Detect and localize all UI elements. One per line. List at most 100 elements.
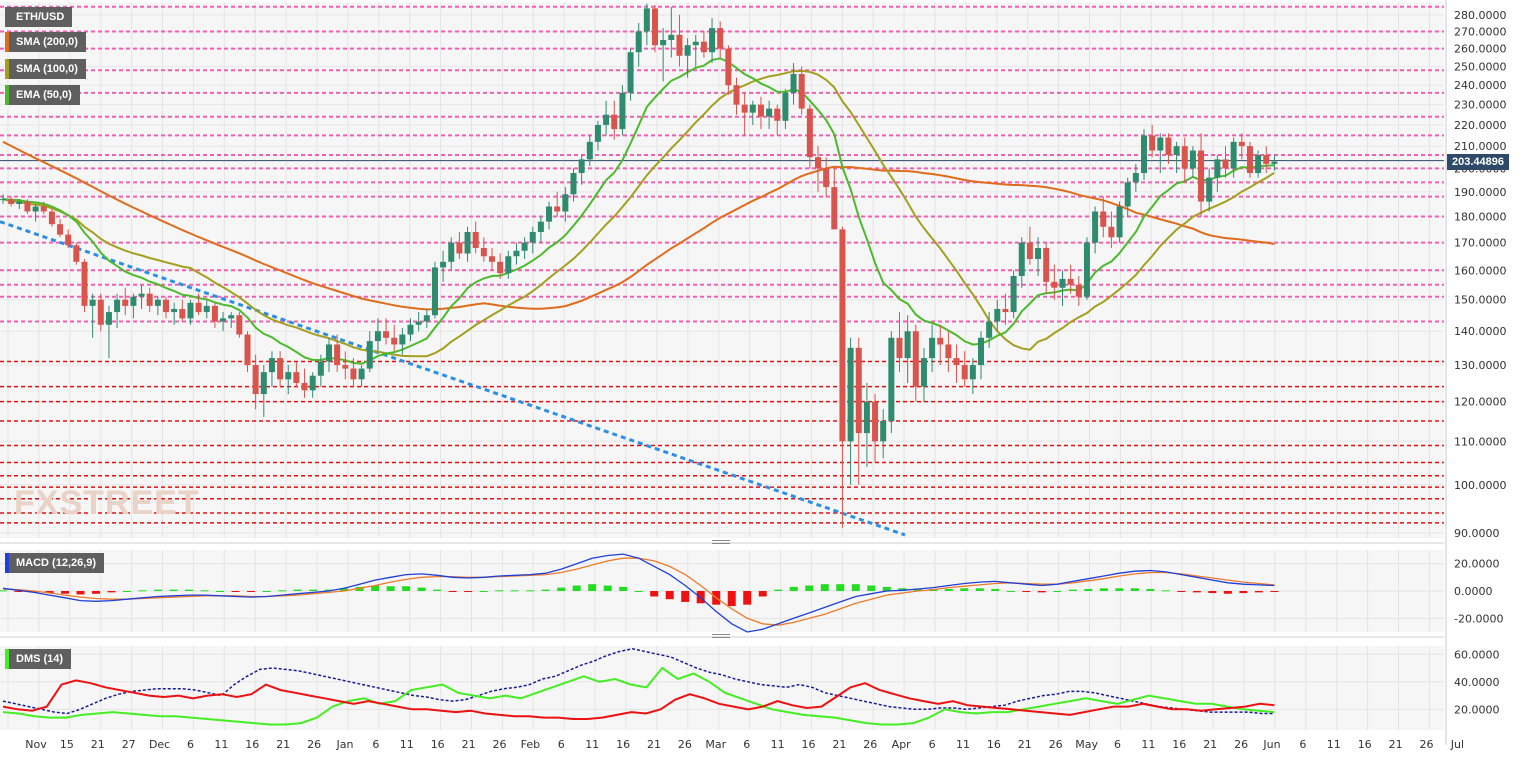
candle-body — [1181, 146, 1188, 169]
sma100-label[interactable]: SMA (100,0) — [5, 59, 86, 79]
candle-body — [489, 256, 495, 262]
candle-body — [643, 8, 650, 32]
candle-body — [684, 45, 691, 56]
x-tick-label: 21 — [832, 738, 846, 751]
candle-body — [1132, 173, 1139, 183]
candle-body — [611, 114, 618, 130]
dms-label[interactable]: DMS (14) — [5, 649, 72, 669]
macd-histogram-bar — [588, 584, 597, 591]
candle-body — [1206, 177, 1213, 202]
candle-body — [578, 159, 585, 174]
candle-body — [1035, 248, 1042, 260]
macd-histogram-bar — [510, 590, 519, 592]
last-price-tag: 203.44896 — [1447, 154, 1509, 170]
candle-body — [431, 267, 438, 316]
candle-body — [594, 124, 601, 142]
panel-resize-handle — [712, 637, 730, 638]
macd-histogram-bar — [216, 591, 225, 592]
candle-body — [0, 199, 6, 201]
macd-histogram-bar — [14, 591, 23, 592]
x-tick-label: 26 — [493, 738, 507, 751]
macd-histogram-bar — [324, 589, 333, 591]
ema50-label[interactable]: EMA (50,0) — [5, 85, 80, 105]
ema50-label-text: EMA (50,0) — [16, 89, 72, 101]
candle-body — [122, 299, 129, 306]
candle-body — [1222, 159, 1229, 169]
x-tick-label: 26 — [1234, 738, 1248, 751]
macd-histogram-bar — [479, 591, 488, 592]
candle-body — [277, 358, 284, 380]
candle-body — [1149, 135, 1156, 151]
candle-body — [1010, 276, 1017, 313]
macd-histogram-bar — [913, 588, 922, 591]
macd-histogram-bar — [293, 589, 302, 591]
x-tick-label: 16 — [1172, 738, 1186, 751]
candle-body — [505, 256, 512, 274]
candle-body — [1189, 150, 1196, 169]
panel-resize-handle — [712, 540, 730, 541]
candle-body — [839, 229, 846, 442]
candle-body — [236, 315, 243, 335]
candle-body — [154, 299, 161, 306]
candle-body — [252, 365, 259, 395]
candle-body — [969, 365, 976, 380]
candle-body — [961, 365, 968, 380]
candle-body — [16, 201, 23, 205]
candle-body — [1230, 141, 1237, 169]
x-tick-label: 16 — [616, 738, 630, 751]
macd-label[interactable]: MACD (12,26,9) — [5, 553, 105, 573]
x-tick-label: 6 — [929, 738, 936, 751]
candle-body — [904, 331, 911, 359]
macd-histogram-bar — [1115, 588, 1124, 591]
y-tick-label: 130.0000 — [1454, 359, 1507, 372]
x-tick-label: 11 — [956, 738, 970, 751]
candle-body — [1173, 146, 1180, 155]
macd-histogram-bar — [1084, 588, 1093, 591]
symbol-label[interactable]: ETH/USD — [5, 7, 73, 27]
x-tick-label: 16 — [431, 738, 445, 751]
macd-histogram-bar — [0, 590, 7, 592]
y-tick-label: 150.0000 — [1454, 294, 1507, 307]
macd-histogram-bar — [944, 588, 953, 591]
x-tick-label: Jan — [336, 738, 354, 751]
macd-histogram-bar — [138, 590, 147, 592]
macd-histogram-bar — [185, 589, 194, 591]
x-tick-label: 16 — [802, 738, 816, 751]
panel-resize-handle — [712, 634, 730, 635]
x-tick-label: 11 — [1327, 738, 1341, 751]
candle-body — [757, 104, 764, 117]
macd-histogram-bar — [603, 585, 612, 591]
candle-body — [293, 372, 300, 383]
candle-body — [668, 34, 675, 40]
macd-histogram-bar — [1099, 588, 1108, 591]
candle-body — [334, 344, 341, 366]
candle-body — [709, 28, 716, 53]
candle-body — [260, 372, 267, 395]
candle-body — [179, 308, 186, 319]
x-tick-label: 21 — [276, 738, 290, 751]
macd-histogram-bar — [820, 584, 829, 591]
candle-body — [497, 261, 504, 274]
x-tick-label: 11 — [1141, 738, 1155, 751]
candle-body — [301, 382, 308, 391]
sma200-label[interactable]: SMA (200,0) — [5, 32, 86, 52]
x-tick-label: Apr — [892, 738, 912, 751]
macd-histogram-bar — [417, 587, 426, 591]
candle-body — [586, 141, 593, 160]
x-tick-label: 6 — [187, 738, 194, 751]
candle-body — [1026, 242, 1033, 260]
candle-body — [692, 41, 699, 46]
candle-body — [285, 372, 292, 380]
macd-histogram-bar — [402, 586, 411, 591]
candle-body — [521, 242, 528, 251]
candle-body — [480, 248, 487, 257]
candle-body — [342, 365, 349, 369]
candle-body — [1075, 284, 1082, 297]
y-tick-label: 160.0000 — [1454, 264, 1507, 277]
sma100-color-bar — [5, 59, 9, 79]
macd-histogram-bar — [805, 585, 814, 591]
macd-histogram-bar — [836, 584, 845, 591]
candle-body — [774, 108, 781, 121]
macd-y-tick-label: -20.0000 — [1454, 612, 1503, 625]
candle-body — [937, 337, 944, 345]
